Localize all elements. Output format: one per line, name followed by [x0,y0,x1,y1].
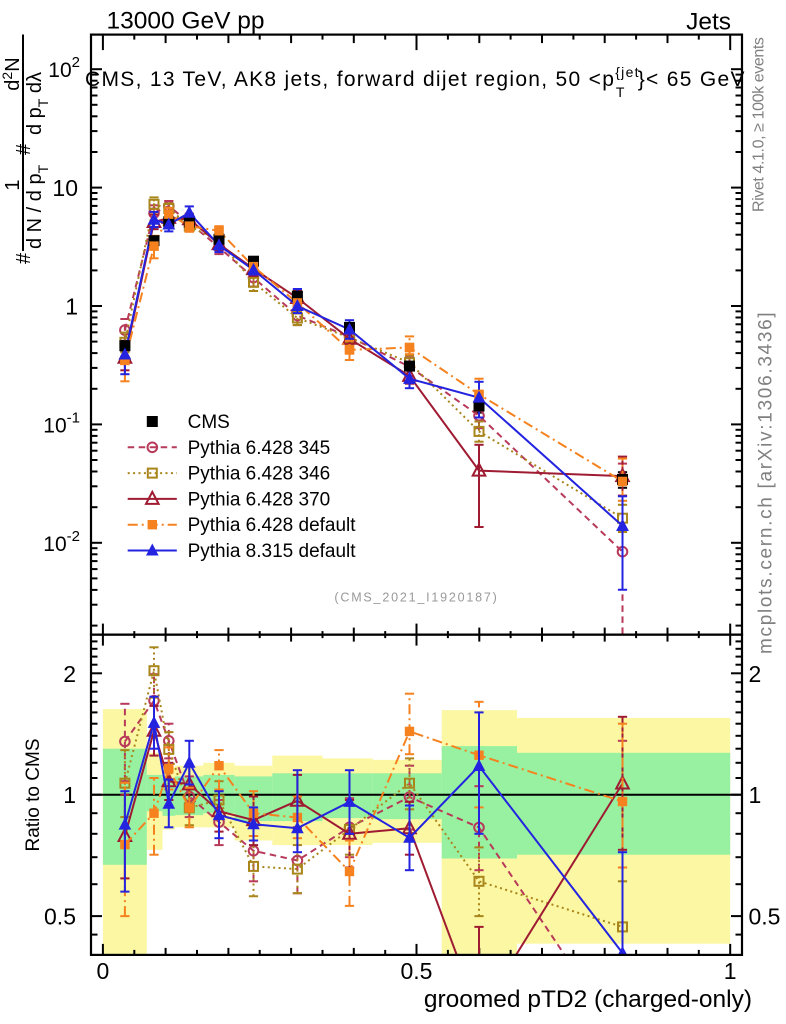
svg-text:2: 2 [749,661,762,687]
svg-text:1: 1 [749,782,762,808]
svg-text:Pythia 6.428 370: Pythia 6.428 370 [188,489,331,510]
svg-text:groomed pTD2 (charged-only): groomed pTD2 (charged-only) [424,986,752,1013]
svg-text:1: 1 [724,958,737,984]
svg-text:2: 2 [63,661,76,687]
svg-text:Rivet 4.1.0, ≥ 100k events: Rivet 4.1.0, ≥ 100k events [751,37,768,212]
svg-text:Pythia 6.428 345: Pythia 6.428 345 [188,438,331,459]
svg-text:Pythia 6.428 default: Pythia 6.428 default [188,515,357,536]
svg-text:0.5: 0.5 [749,904,781,930]
svg-text:Jets: Jets [686,9,731,36]
svg-text:1: 1 [2,179,24,190]
svg-text:mcplots.cern.ch [arXiv:1306.34: mcplots.cern.ch [arXiv:1306.3436] [756,311,777,654]
svg-text:0: 0 [97,958,110,984]
svg-text:13000 GeV pp: 13000 GeV pp [107,8,265,35]
svg-text:1: 1 [63,782,76,808]
svg-text:0.5: 0.5 [44,904,76,930]
svg-text:CMS: CMS [188,412,230,433]
svg-text:Pythia 6.428 346: Pythia 6.428 346 [188,464,331,485]
svg-text:#: # [13,252,35,264]
svg-text:(CMS_2021_I1920187): (CMS_2021_I1920187) [334,591,498,605]
svg-text:0.5: 0.5 [401,958,433,984]
svg-text:10: 10 [52,175,78,201]
svg-text:Ratio to CMS: Ratio to CMS [23,739,44,852]
svg-text:1: 1 [65,294,78,320]
svg-text:Pythia 8.315 default: Pythia 8.315 default [188,541,357,562]
svg-text:#: # [13,143,35,155]
